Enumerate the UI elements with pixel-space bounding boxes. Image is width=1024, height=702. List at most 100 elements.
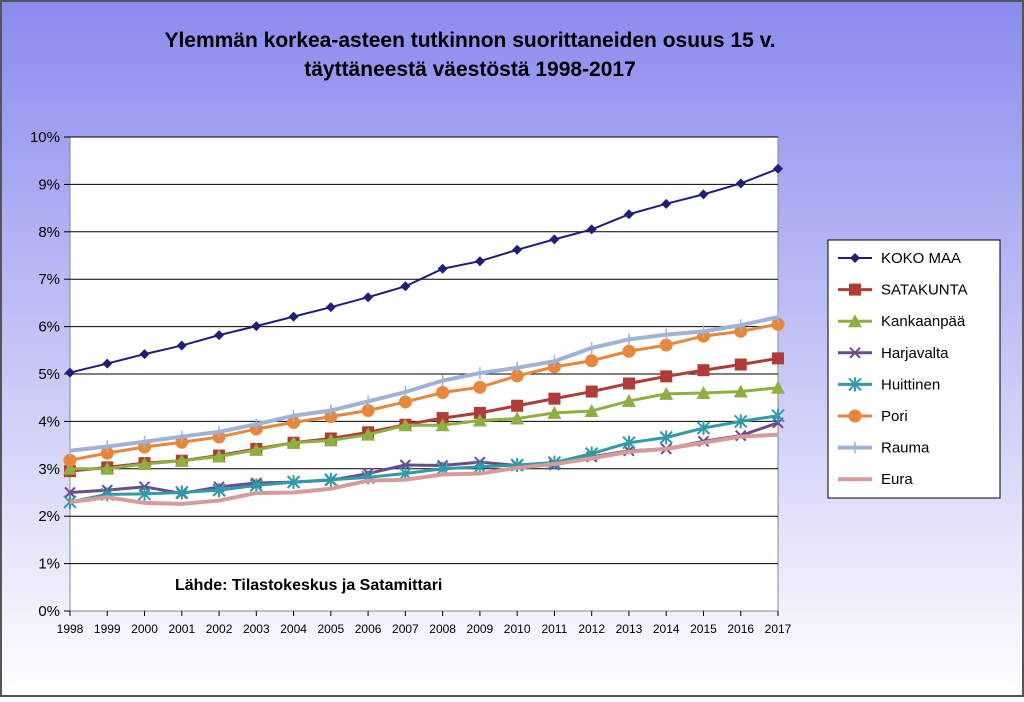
data-point-star — [622, 435, 636, 450]
data-point-star — [249, 478, 264, 493]
data-point-star — [696, 421, 711, 436]
y-tick-label: 3% — [38, 461, 60, 478]
data-point-circle — [622, 344, 636, 358]
data-point-circle — [585, 354, 599, 368]
data-point-triangle — [249, 442, 264, 456]
data-point-triangle — [212, 449, 227, 463]
data-point-diamond — [176, 340, 187, 351]
data-point-star — [848, 377, 862, 392]
data-point-star — [659, 430, 673, 445]
data-point-diamond — [363, 292, 374, 303]
x-tick-label: 2006 — [355, 622, 382, 636]
data-point-x — [64, 486, 76, 499]
data-point-circle — [848, 409, 862, 423]
data-point-diamond — [735, 178, 746, 189]
legend-item: Eura — [838, 471, 913, 488]
data-point-diamond — [288, 311, 299, 322]
legend-item: Huittinen — [838, 376, 940, 393]
data-point-circle — [324, 410, 338, 424]
legend-label: Huittinen — [881, 376, 940, 393]
data-point-diamond — [437, 263, 448, 274]
x-axis-ticks: 1998 1999 2000 2001 2002 2003 2004 2005 2006 2007… — [57, 611, 792, 636]
y-tick-label: 9% — [38, 176, 60, 193]
series-pori — [63, 317, 785, 467]
data-point-triangle — [510, 411, 525, 425]
data-point-square — [622, 377, 635, 390]
data-point-triangle — [323, 433, 338, 447]
data-point-square — [734, 358, 747, 371]
data-point-triangle — [63, 461, 77, 475]
x-tick-label: 2001 — [168, 622, 195, 636]
data-point-triangle — [659, 386, 674, 400]
data-point-triangle — [435, 418, 450, 432]
data-point-circle — [734, 324, 748, 338]
data-point-triangle — [472, 413, 487, 427]
x-tick-label: 2013 — [616, 622, 643, 636]
legend: KOKO MAA SATAKUNTA Kankaanpää Harjavalta Hui… — [838, 250, 968, 488]
data-point-triangle — [137, 457, 152, 471]
data-point-square — [849, 283, 861, 296]
y-axis-ticks: 0% 1% 2% 3% 4% 5% 6% 7% 8% 9% 10% — [30, 129, 70, 620]
x-tick-label: 2015 — [690, 622, 717, 636]
chart-title-line2: täyttäneestä väestöstä 1998-2017 — [304, 58, 636, 81]
data-point-triangle — [547, 405, 562, 419]
y-tick-label: 4% — [38, 413, 60, 430]
x-tick-label: 2000 — [131, 622, 158, 636]
x-tick-label: 2007 — [392, 622, 419, 636]
data-point-star — [771, 408, 785, 423]
data-point-star — [175, 485, 189, 500]
data-point-square — [473, 406, 486, 419]
data-point-diamond — [850, 253, 860, 263]
data-point-triangle — [100, 461, 115, 475]
gridlines — [70, 136, 778, 565]
data-point-star — [734, 414, 748, 429]
x-tick-label: 2009 — [467, 622, 494, 636]
data-point-diamond — [139, 349, 150, 360]
data-point-diamond — [586, 224, 597, 235]
y-tick-label: 7% — [38, 271, 60, 288]
series-line — [69, 315, 779, 453]
data-point-circle — [398, 395, 412, 409]
x-tick-label: 1998 — [57, 622, 84, 636]
x-tick-label: 2004 — [280, 622, 307, 636]
x-tick-label: 2017 — [765, 622, 792, 636]
data-point-circle — [287, 415, 301, 429]
data-point-star — [324, 472, 338, 487]
legend-label: Rauma — [881, 440, 930, 457]
y-tick-label: 8% — [38, 224, 60, 241]
series-koko-maa — [65, 163, 783, 378]
data-point-diamond — [102, 358, 113, 369]
x-tick-label: 2012 — [578, 622, 605, 636]
legend-label: Kankaanpää — [881, 313, 966, 330]
x-tick-label: 2010 — [504, 622, 531, 636]
series-layer — [63, 163, 785, 509]
data-point-diamond — [773, 163, 783, 174]
chart-title-line1: Ylemmän korkea-asteen tutkinnon suoritta… — [164, 29, 775, 52]
y-tick-label: 5% — [38, 366, 60, 383]
series-eura — [69, 432, 779, 506]
legend-label: Pori — [881, 408, 908, 425]
data-point-circle — [473, 380, 487, 394]
data-point-diamond — [400, 281, 411, 292]
data-point-triangle — [584, 403, 599, 417]
data-point-triangle — [621, 394, 636, 408]
legend-item: KOKO MAA — [838, 250, 961, 267]
data-point-triangle — [696, 385, 711, 399]
y-tick-label: 10% — [30, 129, 60, 146]
legend-item: Harjavalta — [838, 345, 949, 362]
data-point-triangle — [286, 435, 301, 449]
data-point-square — [436, 412, 449, 425]
y-tick-label: 1% — [38, 556, 60, 573]
data-point-diamond — [661, 198, 672, 209]
data-point-star — [137, 486, 152, 501]
x-tick-label: 2003 — [243, 622, 270, 636]
data-point-triangle — [361, 427, 376, 441]
data-point-square — [511, 399, 524, 412]
legend-label: Harjavalta — [881, 345, 949, 362]
data-point-square — [772, 352, 784, 365]
series-line — [69, 432, 779, 506]
data-point-triangle — [771, 380, 785, 394]
